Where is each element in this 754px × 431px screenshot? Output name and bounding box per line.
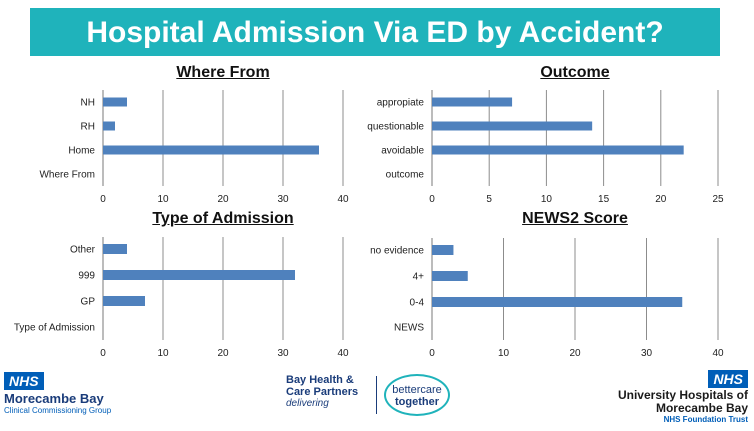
where_from-x-tick-label: 20 [217, 194, 229, 205]
type_of_admission-category-label: GP [81, 297, 96, 308]
where_from-category-label: Home [68, 146, 95, 157]
outcome-x-tick-label: 25 [712, 194, 724, 205]
bhcp-name-line1: Bay Health & [286, 374, 354, 386]
news2_score-x-tick-label: 20 [569, 348, 581, 359]
type_of_admission-category-label: 999 [78, 271, 95, 282]
logo-morecambe-bay-ccg: NHS Morecambe Bay Clinical Commissioning… [4, 372, 111, 415]
outcome-category-label: outcome [386, 170, 425, 181]
type_of_admission-x-tick-label: 30 [277, 348, 289, 359]
type_of_admission-category-label: Other [70, 245, 96, 256]
outcome-bar [432, 145, 684, 155]
where_from-category-label: RH [81, 122, 95, 133]
logo-uhmb: NHS University Hospitals of Morecambe Ba… [580, 370, 748, 424]
outcome-x-tick-label: 15 [598, 194, 610, 205]
bct-line2: together [395, 396, 439, 408]
news2_score-bar [432, 271, 468, 281]
where_from-x-tick-label: 40 [337, 194, 349, 205]
uhmb-name-line1: University Hospitals of [617, 388, 748, 402]
outcome-x-tick-label: 5 [486, 194, 492, 205]
chart-title-news2-score: NEWS2 Score [522, 210, 628, 227]
nhs-logo-right: NHS [708, 370, 748, 388]
where_from-bar [103, 121, 115, 131]
ccg-subtitle: Clinical Commissioning Group [4, 406, 112, 415]
title-banner: Hospital Admission Via ED by Accident? [30, 8, 720, 56]
ccg-name: Morecambe Bay [4, 391, 104, 406]
type_of_admission-x-tick-label: 0 [100, 348, 106, 359]
logo-divider [376, 376, 377, 414]
chart-title-where-from: Where From [176, 64, 270, 81]
uhmb-subtitle: NHS Foundation Trust [663, 415, 748, 424]
where_from-category-label: NH [81, 98, 95, 109]
type_of_admission-x-tick-label: 20 [217, 348, 229, 359]
outcome-category-label: questionable [367, 122, 424, 133]
bhcp-tagline: delivering [286, 398, 329, 409]
type_of_admission-bar [103, 296, 145, 306]
where_from-x-tick-label: 30 [277, 194, 289, 205]
where_from-bar [103, 145, 319, 155]
news2_score-category-label: 0-4 [410, 298, 425, 309]
type_of_admission-x-tick-label: 10 [157, 348, 169, 359]
where_from-x-tick-label: 0 [100, 194, 106, 205]
chart-title-type-of-admission: Type of Admission [152, 210, 294, 227]
type_of_admission-bar [103, 270, 295, 280]
news2_score-x-tick-label: 10 [498, 348, 510, 359]
outcome-category-label: avoidable [381, 146, 424, 157]
news2_score-bar [432, 245, 454, 255]
where_from-x-tick-label: 10 [157, 194, 169, 205]
type_of_admission-bar [103, 244, 127, 254]
news2_score-category-label: NEWS [394, 323, 424, 334]
logo-bay-health-care-partners: Bay Health & Care Partners delivering be… [286, 374, 456, 420]
nhs-logo-left: NHS [4, 372, 44, 390]
outcome-x-tick-label: 0 [429, 194, 435, 205]
where_from-bar [103, 97, 127, 107]
better-care-together-logo: bettercare together [384, 374, 450, 416]
news2_score-category-label: no evidence [370, 246, 424, 257]
bhcp-name-line2: Care Partners [286, 386, 359, 398]
outcome-category-label: appropiate [377, 98, 425, 109]
news2_score-category-label: 4+ [413, 272, 425, 283]
outcome-bar [432, 97, 513, 107]
bct-line1: bettercare [392, 384, 442, 396]
type_of_admission-category-label: Type of Admission [14, 323, 95, 334]
type_of_admission-x-tick-label: 40 [337, 348, 349, 359]
chart-title-outcome: Outcome [540, 64, 610, 81]
outcome-x-tick-label: 10 [541, 194, 553, 205]
where_from-category-label: Where From [39, 170, 95, 181]
news2_score-bar [432, 297, 683, 307]
news2_score-x-tick-label: 0 [429, 348, 435, 359]
news2_score-x-tick-label: 40 [712, 348, 724, 359]
news2_score-x-tick-label: 30 [641, 348, 653, 359]
uhmb-name-line2: Morecambe Bay [655, 401, 748, 415]
outcome-bar [432, 121, 593, 131]
page-title: Hospital Admission Via ED by Accident? [86, 16, 664, 49]
outcome-x-tick-label: 20 [655, 194, 667, 205]
